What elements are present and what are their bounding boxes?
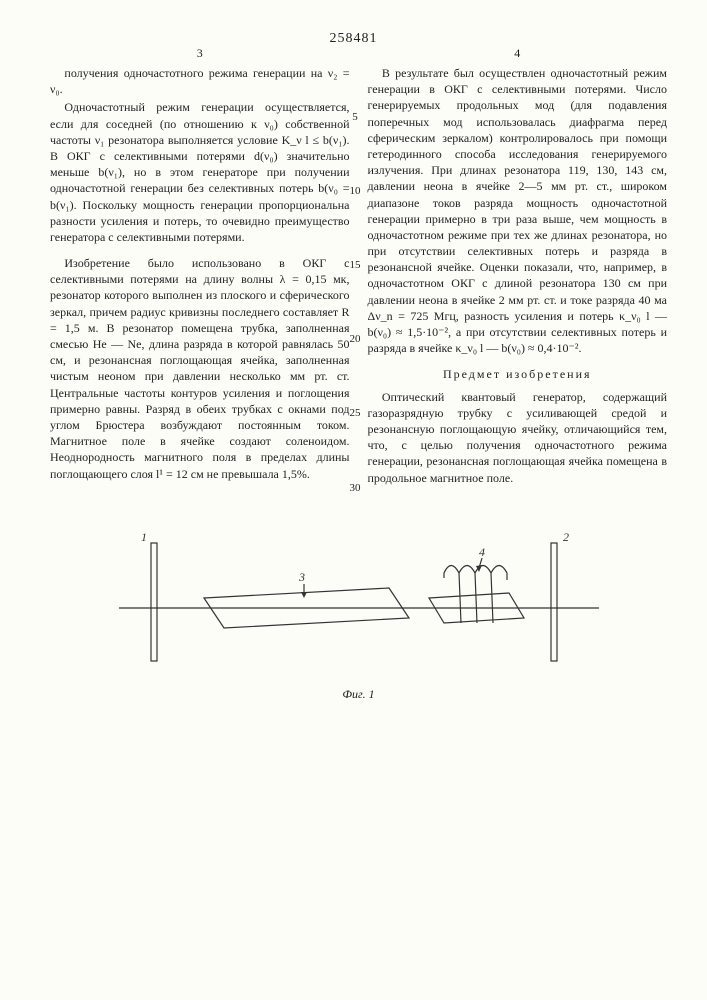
claim-title: Предмет изобретения bbox=[368, 366, 668, 382]
page: 258481 3 получения одночастотного режима… bbox=[0, 0, 707, 1000]
left-para-1: получения одночастотного режима генераци… bbox=[50, 65, 350, 97]
figure-label-1: 1 bbox=[141, 530, 147, 544]
figure-caption: Фиг. 1 bbox=[50, 686, 667, 702]
figure-label-2: 2 bbox=[563, 530, 569, 544]
document-number: 258481 bbox=[0, 30, 707, 49]
figure-label-4: 4 bbox=[479, 545, 485, 559]
right-para-2: Оптический квантовый генератор, содержащ… bbox=[368, 389, 668, 486]
figure-svg: 1 2 3 4 bbox=[99, 518, 619, 678]
left-para-3: Изобретение было использовано в ОКГ с се… bbox=[50, 255, 350, 482]
figure-label-3: 3 bbox=[298, 570, 305, 584]
figure-1: 1 2 3 4 Фиг. 1 bbox=[50, 518, 667, 702]
left-para-2: Одночастотный режим генерации осуществля… bbox=[50, 99, 350, 245]
text-columns: 3 получения одночастотного режима генера… bbox=[50, 65, 667, 488]
right-column: 4 5 10 15 20 25 30 В результате был осущ… bbox=[368, 65, 668, 488]
left-column-number: 3 bbox=[197, 45, 203, 61]
right-para-1: В результате был осуществлен одночастотн… bbox=[368, 65, 668, 356]
line-number-gutter: 5 10 15 20 25 30 bbox=[350, 65, 361, 495]
left-column: 3 получения одночастотного режима генера… bbox=[50, 65, 350, 488]
right-column-number: 4 bbox=[514, 45, 520, 61]
